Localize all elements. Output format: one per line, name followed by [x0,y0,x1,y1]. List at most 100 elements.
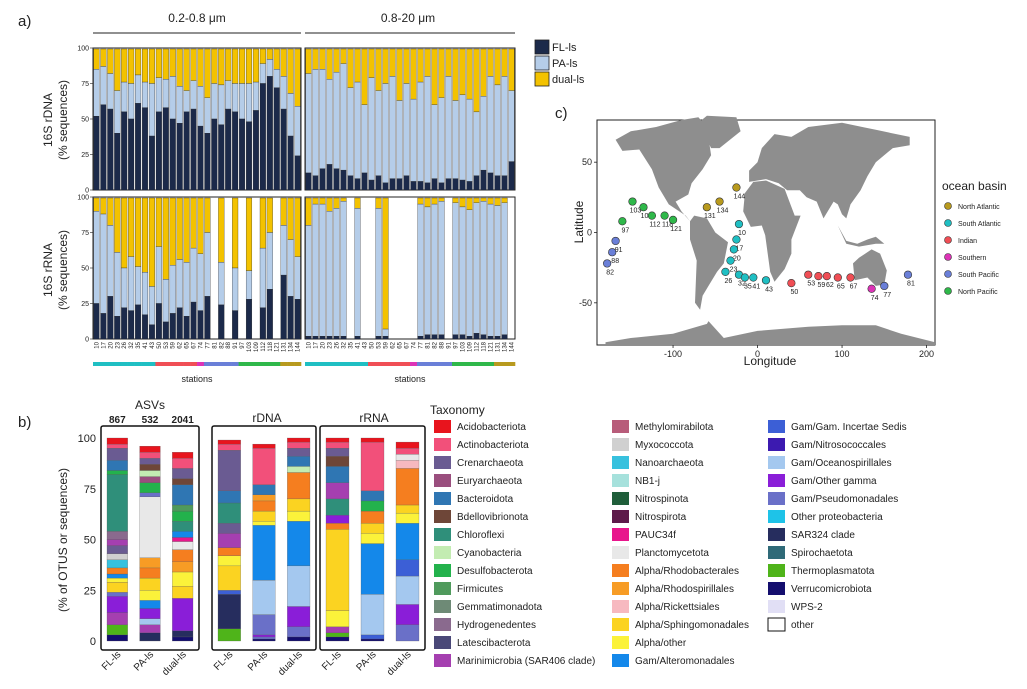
bar-segment-pa [121,81,128,113]
tax-segment [252,494,276,502]
station-tick-label: 62 [391,341,397,348]
bar-segment-dual [162,48,169,80]
bar-segment-dual [273,48,280,70]
bar-segment-dual [403,48,410,84]
bar-segment-dual [245,48,253,84]
taxonomy-label: Myxococcota [635,440,694,451]
bar-segment-dual [480,48,487,97]
a-ytick-label: 100 [77,195,89,202]
bar-segment-pa [466,98,473,182]
taxonomy-label: Alpha/Rhodospirillales [635,584,734,595]
land-indonesia [837,225,885,247]
bar-segment-pa [403,83,410,176]
station-tick-label: 41 [143,341,149,348]
basin-legend-label: Southern [958,255,987,262]
station-point-label: 88 [611,258,619,265]
tax-segment [252,448,276,485]
taxonomy-swatch [434,474,451,487]
station-tick-label: 77 [205,341,211,348]
taxonomy-label: Alpha/Rhodobacterales [635,566,739,577]
bar-segment-fl [326,164,333,191]
station-point [702,203,711,212]
bar-segment-pa [473,202,480,334]
basin-strip-cell [487,362,495,366]
bar-segment-fl [452,334,459,340]
bar-segment-pa [280,225,287,276]
b-category-label: dual-ls [385,649,414,678]
bar-segment-dual [107,48,114,74]
bar-segment-dual [340,197,347,202]
station-tick-label: 10 [94,341,100,348]
tax-segment [139,624,161,634]
tax-segment [139,577,161,591]
station-point [726,256,735,265]
station-point-label: 59 [817,282,825,289]
basin-strip-cell [217,362,226,366]
basin-legend-label: North Atlantic [958,204,1000,211]
bar-segment-pa [487,203,494,337]
basin-strip-cell [183,362,191,366]
bar-segment-pa [438,97,445,184]
taxonomy-swatch [767,617,786,632]
tax-segment [395,454,420,461]
bar-segment-dual [487,197,494,205]
taxonomy-swatch [768,492,785,505]
tax-segment [217,523,241,534]
tax-segment [360,523,385,534]
tax-segment [139,452,161,459]
bar-segment-fl [305,172,312,191]
tax-segment [252,579,276,615]
bar-segment-pa [135,266,142,306]
bar-segment-pa [162,279,169,323]
bar-segment-pa [312,69,319,176]
bar-segment-pa [176,259,183,308]
tax-segment [106,460,128,471]
taxonomy-label: Hydrogenedentes [457,620,536,631]
bar-segment-pa [169,76,176,120]
taxonomy-label: Chloroflexi [457,530,504,541]
tax-segment [139,632,161,642]
tax-segment [139,557,161,569]
b-facet-frame [319,425,426,651]
taxonomy-swatch [434,456,451,469]
basin-strip-cell [127,362,135,366]
a-ytick-label: 75 [81,81,89,88]
station-point-label: 43 [765,286,773,293]
bar-segment-dual [93,48,100,70]
bar-segment-fl [121,111,128,191]
station-tick-label: 81 [426,341,432,348]
tax-segment [139,458,161,465]
bar-segment-fl [508,161,515,191]
tax-segment [325,610,350,627]
bar-segment-pa [245,270,253,300]
bar-segment-dual [218,197,225,263]
bar-segment-dual [259,48,266,64]
bar-segment-fl [287,135,294,191]
bar-segment-fl [438,334,445,340]
tax-segment [325,448,350,457]
bar-segment-dual [135,197,142,267]
station-point [867,284,876,293]
rdna-title: rDNA [252,411,281,425]
bar-segment-pa [259,63,266,84]
bar-segment-dual [452,197,459,203]
map-ytick-label: -50 [579,298,592,308]
taxonomy-label: Gam/Nitrosococcales [791,440,886,451]
station-tick-label: 77 [419,341,425,348]
bar-segment-fl [114,316,121,340]
land-greenland [698,115,741,149]
bar-segment-dual [190,48,197,81]
bar-segment-pa [452,202,459,335]
bar-segment-dual [287,197,294,240]
basin-strip-cell [319,362,327,366]
bar-segment-fl [480,334,487,340]
bar-segment-fl [494,336,501,340]
bar-segment-fl [190,108,197,191]
bar-segment-fl [473,175,480,191]
station-point-label: 41 [752,284,760,291]
bar-segment-pa [141,272,149,316]
basin-strip-cell [252,362,260,366]
bar-segment-pa [354,81,361,179]
bar-segment-pa [333,71,340,169]
basin-strip-cell [403,362,411,366]
